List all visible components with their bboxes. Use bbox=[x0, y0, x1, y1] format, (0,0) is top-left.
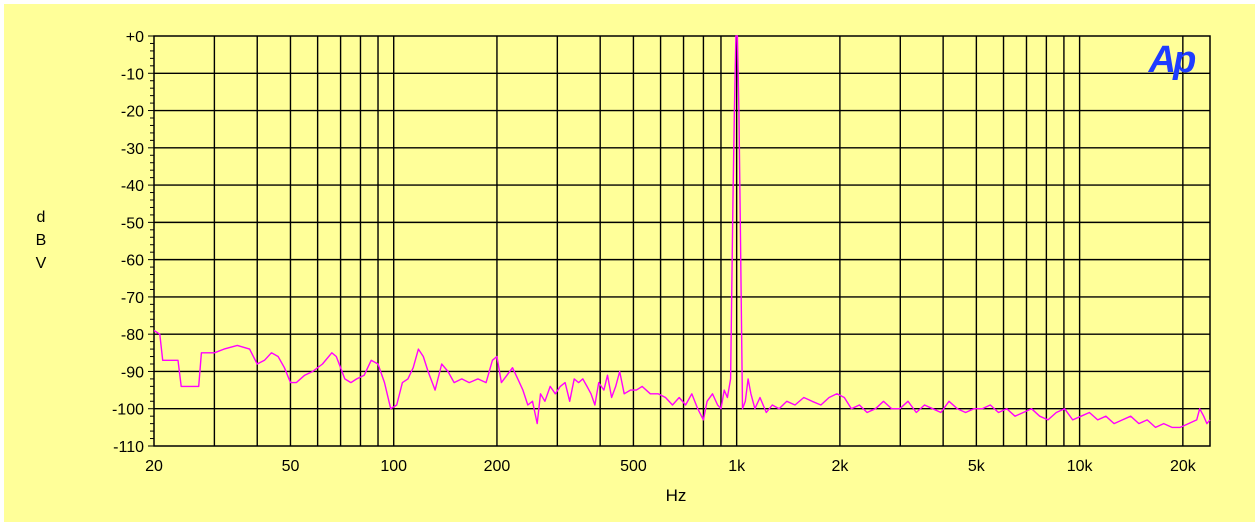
y-tick-label: -60 bbox=[121, 253, 144, 270]
x-tick-label: 50 bbox=[282, 458, 300, 475]
y-tick-label: +0 bbox=[126, 29, 144, 46]
y-tick-label: -10 bbox=[121, 66, 144, 83]
x-tick-label: 100 bbox=[380, 458, 407, 475]
y-tick-label: -40 bbox=[121, 178, 144, 195]
y-tick-label: -70 bbox=[121, 290, 144, 307]
ap-logo: Ap bbox=[1148, 39, 1195, 81]
y-tick-label: -110 bbox=[113, 439, 144, 456]
x-tick-label: 500 bbox=[620, 458, 647, 475]
x-tick-label: 10k bbox=[1067, 458, 1094, 475]
y-tick-label: -30 bbox=[121, 141, 144, 158]
x-tick-label: 1k bbox=[728, 458, 746, 475]
x-tick-label: 20 bbox=[145, 458, 163, 475]
y-tick-label: -80 bbox=[121, 327, 144, 344]
x-tick-label: 20k bbox=[1170, 458, 1197, 475]
plot-area bbox=[153, 35, 1211, 447]
grid-layer bbox=[154, 36, 1210, 446]
y-axis-label: d B V bbox=[36, 209, 47, 272]
x-axis-label: Hz bbox=[666, 486, 687, 505]
y-axis-label-letter: d bbox=[37, 209, 46, 226]
y-axis-label-letter: V bbox=[36, 255, 47, 272]
x-tick-label: 5k bbox=[968, 458, 986, 475]
y-axis-label-letter: B bbox=[36, 232, 47, 249]
y-tick-label: -50 bbox=[121, 215, 144, 232]
x-tick-label: 2k bbox=[831, 458, 849, 475]
y-tick-label: -20 bbox=[121, 104, 144, 121]
series-layer bbox=[153, 35, 1211, 429]
y-tick-label: -100 bbox=[112, 402, 144, 419]
y-tick-label: -90 bbox=[121, 364, 144, 381]
series-line bbox=[153, 35, 1211, 429]
spectrum-chart: +0 -10 -20 -30 -40 -50 -60 -70 -80 -90 -100 -110 20 5… bbox=[4, 4, 1255, 522]
x-tick-label: 200 bbox=[484, 458, 511, 475]
